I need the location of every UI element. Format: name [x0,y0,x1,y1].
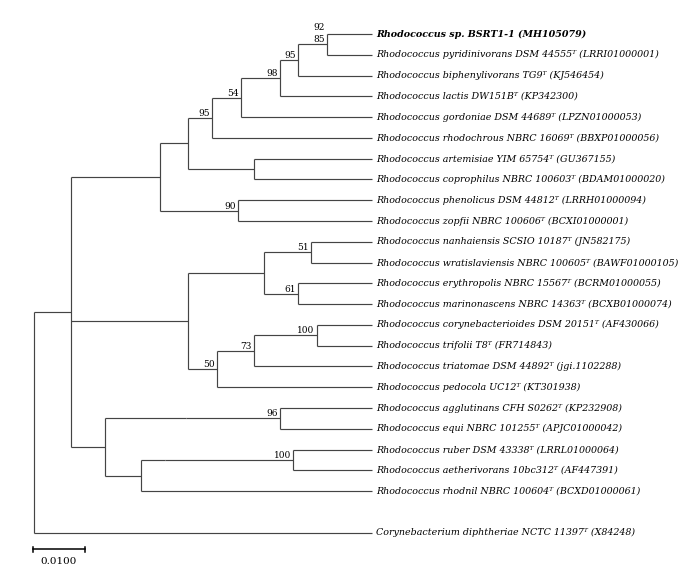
Text: 96: 96 [266,409,278,418]
Text: 50: 50 [203,360,215,369]
Text: 54: 54 [227,88,238,97]
Text: Rhodococcus rhodochrous NBRC 16069ᵀ (BBXP01000056): Rhodococcus rhodochrous NBRC 16069ᵀ (BBX… [376,133,659,142]
Text: Rhodococcus aetherivorans 10bc312ᵀ (AF447391): Rhodococcus aetherivorans 10bc312ᵀ (AF44… [376,466,618,475]
Text: Rhodococcus lactis DW151Bᵀ (KP342300): Rhodococcus lactis DW151Bᵀ (KP342300) [376,92,577,101]
Text: 98: 98 [266,69,278,78]
Text: 90: 90 [225,202,236,210]
Text: Rhodococcus wratislaviensis NBRC 100605ᵀ (BAWF01000105): Rhodococcus wratislaviensis NBRC 100605ᵀ… [376,258,678,267]
Text: 100: 100 [274,451,291,460]
Text: Rhodococcus pedocola UC12ᵀ (KT301938): Rhodococcus pedocola UC12ᵀ (KT301938) [376,382,580,392]
Text: Rhodococcus gordoniae DSM 44689ᵀ (LPZN01000053): Rhodococcus gordoniae DSM 44689ᵀ (LPZN01… [376,112,641,121]
Text: Rhodococcus coprophilus NBRC 100603ᵀ (BDAM01000020): Rhodococcus coprophilus NBRC 100603ᵀ (BD… [376,175,664,184]
Text: 51: 51 [298,243,310,252]
Text: Rhodococcus artemisiae YIM 65754ᵀ (GU367155): Rhodococcus artemisiae YIM 65754ᵀ (GU367… [376,154,615,163]
Text: 73: 73 [240,342,252,351]
Text: 85: 85 [313,35,325,44]
Text: Rhodococcus sp. BSRT1-1 (MH105079): Rhodococcus sp. BSRT1-1 (MH105079) [376,30,586,39]
Text: Rhodococcus triatomae DSM 44892ᵀ (jgi.1102288): Rhodococcus triatomae DSM 44892ᵀ (jgi.11… [376,362,621,371]
Text: 61: 61 [285,285,296,294]
Text: Rhodococcus corynebacterioides DSM 20151ᵀ (AF430066): Rhodococcus corynebacterioides DSM 20151… [376,320,658,329]
Text: Rhodococcus marinonascens NBRC 14363ᵀ (BCXB01000074): Rhodococcus marinonascens NBRC 14363ᵀ (B… [376,300,671,308]
Text: Rhodococcus biphenylivorans TG9ᵀ (KJ546454): Rhodococcus biphenylivorans TG9ᵀ (KJ5464… [376,71,603,80]
Text: Rhodococcus agglutinans CFH S0262ᵀ (KP232908): Rhodococcus agglutinans CFH S0262ᵀ (KP23… [376,404,622,413]
Text: 0.0100: 0.0100 [41,557,77,565]
Text: Rhodococcus nanhaiensis SCSIO 10187ᵀ (JN582175): Rhodococcus nanhaiensis SCSIO 10187ᵀ (JN… [376,237,630,246]
Text: 95: 95 [198,109,210,118]
Text: Rhodococcus trifolii T8ᵀ (FR714843): Rhodococcus trifolii T8ᵀ (FR714843) [376,341,551,350]
Text: Rhodococcus phenolicus DSM 44812ᵀ (LRRH01000094): Rhodococcus phenolicus DSM 44812ᵀ (LRRH0… [376,196,646,205]
Text: 92: 92 [314,23,325,32]
Text: Rhodococcus equi NBRC 101255ᵀ (APJC01000042): Rhodococcus equi NBRC 101255ᵀ (APJC01000… [376,424,622,433]
Text: 95: 95 [284,51,296,60]
Text: Rhodococcus ruber DSM 43338ᵀ (LRRL01000064): Rhodococcus ruber DSM 43338ᵀ (LRRL010000… [376,445,619,454]
Text: 100: 100 [297,326,314,335]
Text: Rhodococcus zopfii NBRC 100606ᵀ (BCXI01000001): Rhodococcus zopfii NBRC 100606ᵀ (BCXI010… [376,217,628,226]
Text: Rhodococcus rhodnil NBRC 100604ᵀ (BCXD01000061): Rhodococcus rhodnil NBRC 100604ᵀ (BCXD01… [376,487,640,496]
Text: Rhodococcus pyridinivorans DSM 44555ᵀ (LRRI01000001): Rhodococcus pyridinivorans DSM 44555ᵀ (L… [376,50,658,59]
Text: Corynebacterium diphtheriae NCTC 11397ᵀ (X84248): Corynebacterium diphtheriae NCTC 11397ᵀ … [376,528,635,538]
Text: Rhodococcus erythropolis NBRC 15567ᵀ (BCRM01000055): Rhodococcus erythropolis NBRC 15567ᵀ (BC… [376,279,660,288]
